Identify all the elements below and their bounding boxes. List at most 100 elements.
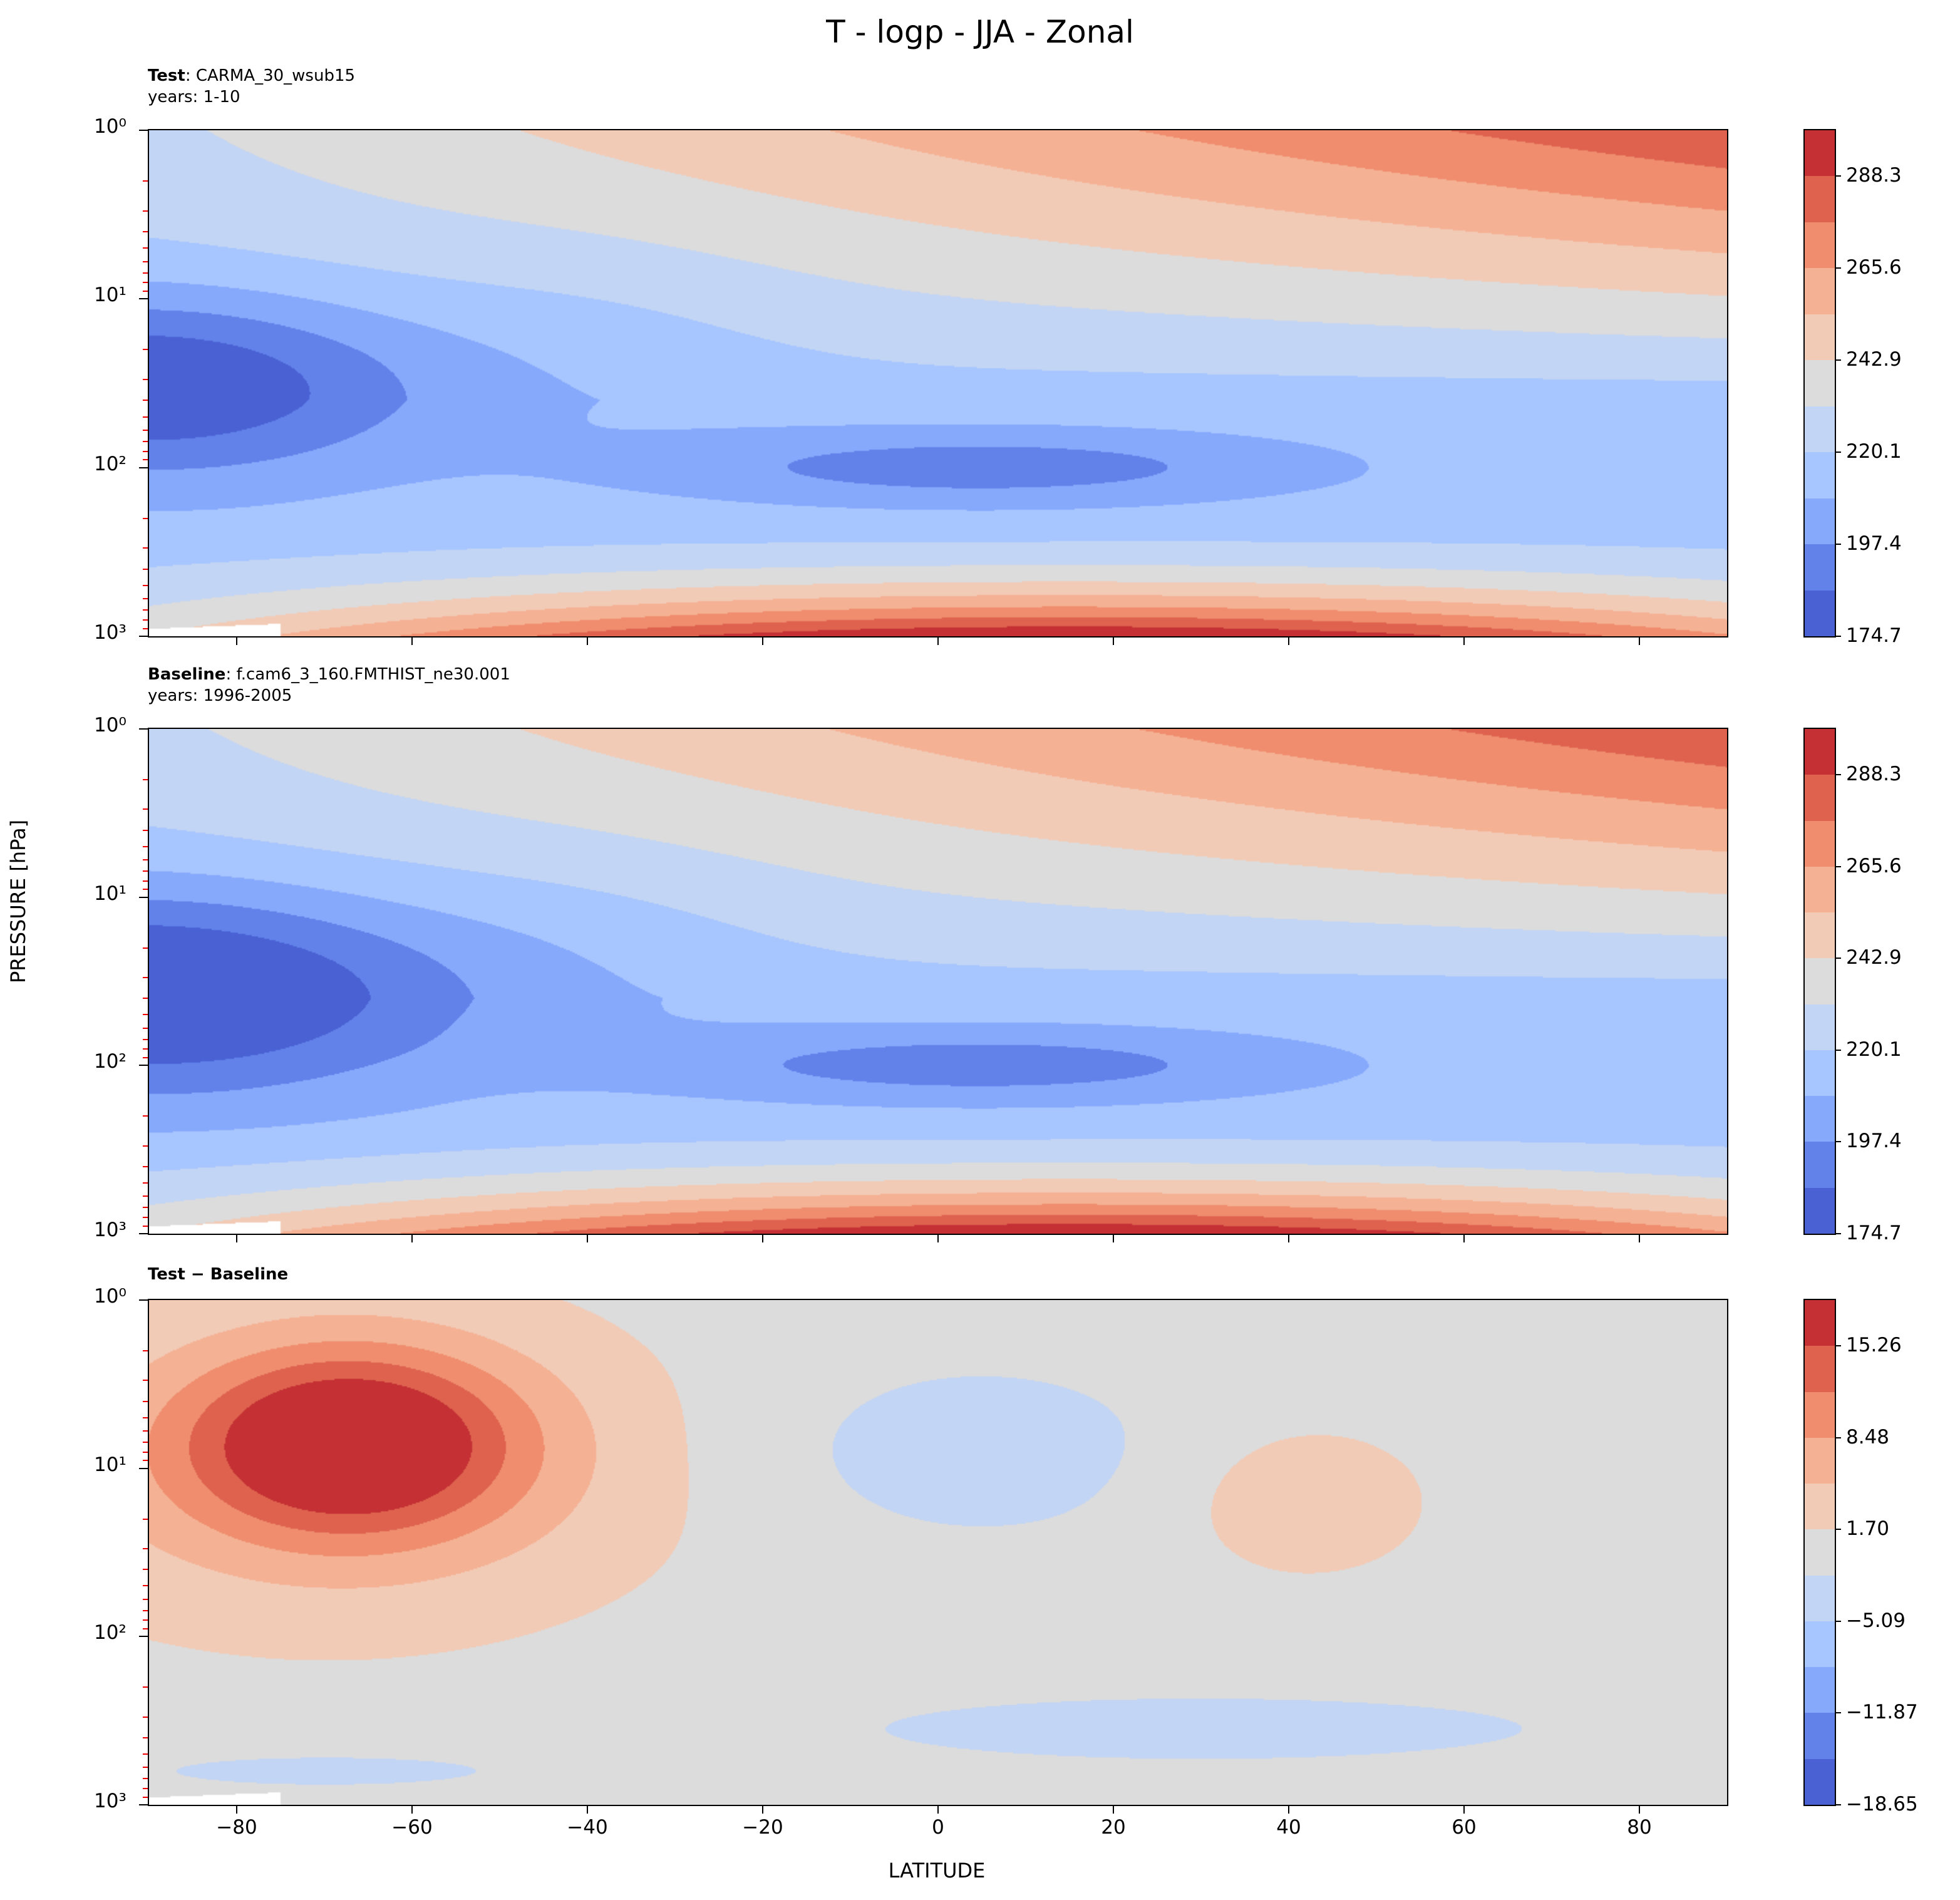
x-tick-mark xyxy=(236,1806,237,1814)
y-tick-mark xyxy=(139,1467,148,1469)
colorbar-tick-mark xyxy=(1835,359,1841,361)
y-minor-tick xyxy=(143,568,148,570)
y-minor-tick xyxy=(143,1145,148,1147)
colorbar-tick-mark xyxy=(1835,1049,1841,1051)
y-minor-tick xyxy=(143,880,148,882)
y-minor-tick xyxy=(143,627,148,629)
y-minor-tick xyxy=(143,1400,148,1402)
y-tick-mark xyxy=(139,728,148,730)
x-tick-mark xyxy=(937,1235,939,1242)
colorbar-tick-mark xyxy=(1835,267,1841,269)
colorbar-tick-label: 242.9 xyxy=(1846,946,1902,969)
colorbar-band xyxy=(1805,1529,1835,1576)
colorbar-band xyxy=(1805,1050,1835,1097)
colorbar-band xyxy=(1805,866,1835,913)
y-minor-tick xyxy=(143,1442,148,1443)
colorbar-tick-mark xyxy=(1835,1804,1841,1805)
x-tick-label: 80 xyxy=(1627,1816,1652,1839)
y-minor-tick xyxy=(143,1569,148,1571)
colorbar-tick-label: 265.6 xyxy=(1846,256,1902,279)
colorbar-band xyxy=(1805,1142,1835,1188)
colorbar-tick-mark xyxy=(1835,175,1841,177)
y-tick-mark xyxy=(139,1299,148,1301)
colorbar-band xyxy=(1805,1575,1835,1621)
x-tick-mark xyxy=(587,1235,588,1242)
y-minor-tick xyxy=(143,459,148,461)
test-contour-fill xyxy=(149,130,1727,636)
y-tick-mark xyxy=(139,1636,148,1638)
colorbar-tick-label: 197.4 xyxy=(1846,1130,1902,1153)
y-minor-tick xyxy=(143,859,148,861)
y-minor-tick xyxy=(143,1796,148,1798)
x-tick-mark xyxy=(1113,1235,1114,1242)
diff-panel-title: Test − Baseline xyxy=(148,1264,288,1285)
colorbar-band xyxy=(1805,729,1835,775)
test-contour-plot xyxy=(148,129,1728,638)
y-minor-tick xyxy=(143,1737,148,1739)
colorbar-tick-label: 15.26 xyxy=(1846,1334,1902,1357)
colorbar-band xyxy=(1805,1004,1835,1050)
y-minor-tick xyxy=(143,976,148,978)
y-minor-tick xyxy=(143,1460,148,1462)
colorbar-band xyxy=(1805,958,1835,1004)
colorbar-tick-label: 1.70 xyxy=(1846,1517,1890,1541)
y-minor-tick xyxy=(143,1027,148,1029)
y-minor-tick xyxy=(143,584,148,586)
y-minor-tick xyxy=(143,1778,148,1780)
baseline-panel-title: Baseline: f.cam6_3_160.FMTHIST_ne30.001 … xyxy=(148,664,510,706)
x-tick-mark xyxy=(236,638,237,645)
y-minor-tick xyxy=(143,1686,148,1688)
colorbar-tick-mark xyxy=(1835,1345,1841,1347)
x-tick-mark xyxy=(411,1806,413,1814)
y-minor-tick xyxy=(143,1057,148,1059)
colorbar-band xyxy=(1805,406,1835,453)
colorbar-band xyxy=(1805,452,1835,498)
colorbar-tick-label: 265.6 xyxy=(1846,854,1902,877)
colorbar-band xyxy=(1805,912,1835,959)
y-minor-tick xyxy=(143,1430,148,1432)
y-tick-label: 10² xyxy=(94,452,126,475)
colorbar-tick-mark xyxy=(1835,1712,1841,1714)
test-colorbar xyxy=(1803,129,1836,638)
y-tick-mark xyxy=(139,636,148,637)
baseline-years: years: 1996-2005 xyxy=(148,686,292,705)
x-tick-mark xyxy=(1288,638,1289,645)
x-tick-label: −80 xyxy=(216,1816,257,1839)
y-minor-tick xyxy=(143,1585,148,1587)
colorbar-band xyxy=(1805,1300,1835,1346)
x-tick-mark xyxy=(236,1235,237,1242)
colorbar-tick-label: −5.09 xyxy=(1846,1609,1906,1632)
colorbar-tick-mark xyxy=(1835,865,1841,867)
colorbar-tick-label: 288.3 xyxy=(1846,763,1902,786)
x-tick-label: 60 xyxy=(1452,1816,1477,1839)
x-tick-mark xyxy=(1639,1235,1640,1242)
y-axis-label: PRESSURE [hPa] xyxy=(6,819,30,983)
test-years: years: 1-10 xyxy=(148,88,240,106)
y-tick-label: 10² xyxy=(94,1621,126,1644)
colorbar-band xyxy=(1805,1484,1835,1530)
colorbar-tick-mark xyxy=(1835,1620,1841,1622)
y-minor-tick xyxy=(143,998,148,999)
colorbar-tick-label: 220.1 xyxy=(1846,1038,1902,1061)
colorbar-band xyxy=(1805,590,1835,636)
colorbar-tick-mark xyxy=(1835,958,1841,959)
colorbar-tick-mark xyxy=(1835,774,1841,776)
y-minor-tick xyxy=(143,598,148,600)
x-tick-label: −40 xyxy=(567,1816,608,1839)
baseline-case-name: : f.cam6_3_160.FMTHIST_ne30.001 xyxy=(225,665,510,684)
y-minor-tick xyxy=(143,1451,148,1453)
test-case-name: : CARMA_30_wsub15 xyxy=(185,66,356,85)
colorbar-band xyxy=(1805,544,1835,591)
y-minor-tick xyxy=(143,1547,148,1549)
diff-colorbar xyxy=(1803,1299,1836,1806)
y-minor-tick xyxy=(143,870,148,872)
y-tick-label: 10¹ xyxy=(94,882,126,905)
x-tick-mark xyxy=(762,1235,763,1242)
colorbar-band xyxy=(1805,1187,1835,1234)
y-minor-tick xyxy=(143,378,148,380)
x-tick-mark xyxy=(1463,1806,1465,1814)
y-minor-tick xyxy=(143,1380,148,1381)
x-tick-mark xyxy=(937,1806,939,1814)
colorbar-tick-label: 288.3 xyxy=(1846,164,1902,187)
y-minor-tick xyxy=(143,547,148,549)
